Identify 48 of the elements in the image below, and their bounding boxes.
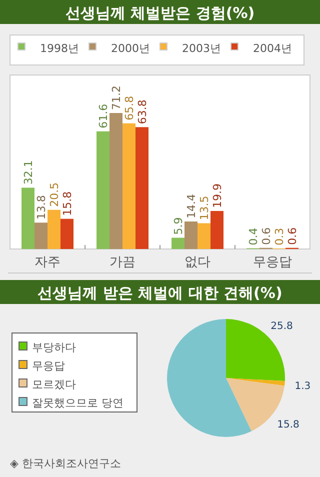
bar <box>136 127 148 249</box>
bar <box>184 221 198 249</box>
data-label: 15.8 <box>61 191 74 216</box>
data-label: 13.8 <box>35 195 48 220</box>
data-label: 0.6 <box>286 227 299 245</box>
data-label: 0.3 <box>273 228 286 246</box>
bar <box>22 188 34 249</box>
data-label: 20.5 <box>48 182 61 207</box>
data-label: 65.8 <box>123 96 136 120</box>
data-label: 5.9 <box>172 217 185 235</box>
data-label: 0.4 <box>247 228 260 246</box>
x-tick-label: 없다 <box>184 255 210 270</box>
data-label: 71.2 <box>110 86 123 110</box>
data-label: 0.6 <box>260 227 273 245</box>
bar <box>60 218 74 249</box>
legend-label: 2003년 <box>182 42 221 55</box>
bar <box>110 113 122 249</box>
data-label: 32.1 <box>22 160 35 185</box>
legend-label: 2004년 <box>253 42 292 55</box>
legend-label: 무응답 <box>32 360 65 372</box>
data-label: 63.8 <box>136 100 149 124</box>
legend-label: 1998년 <box>40 42 79 55</box>
x-tick-label: 무응답 <box>253 255 292 270</box>
bar <box>210 210 224 249</box>
chart-title: 선생님께 받은 체벌에 대한 견해(%) <box>38 284 282 302</box>
pie-slice <box>226 378 285 386</box>
data-label: 19.9 <box>211 183 224 208</box>
data-label: 61.6 <box>97 104 110 128</box>
legend-label: 모르겠다 <box>32 378 76 391</box>
data-label: 13.5 <box>198 196 211 220</box>
pie-slice <box>167 319 252 437</box>
x-tick-label: 가끔 <box>110 255 136 270</box>
x-tick-label: 자주 <box>34 255 60 270</box>
data-label: 15.8 <box>277 419 300 430</box>
data-label: 25.8 <box>270 320 293 332</box>
bar <box>198 223 210 249</box>
bar <box>34 222 48 249</box>
bar <box>48 210 60 249</box>
legend-label: 잘못했으므로 당연 <box>32 396 124 410</box>
legend-label: 부당하다 <box>32 341 76 354</box>
legend-label: 2000년 <box>111 42 150 55</box>
chart-title: 선생님께 체벌받은 경험(%) <box>65 4 255 22</box>
bar <box>172 238 184 249</box>
text: ◈ 한국사회조사연구소 <box>10 457 121 470</box>
bar <box>96 131 110 249</box>
data-label: 1.3 <box>294 381 311 392</box>
data-label: 14.4 <box>185 194 198 218</box>
bar <box>122 123 136 249</box>
